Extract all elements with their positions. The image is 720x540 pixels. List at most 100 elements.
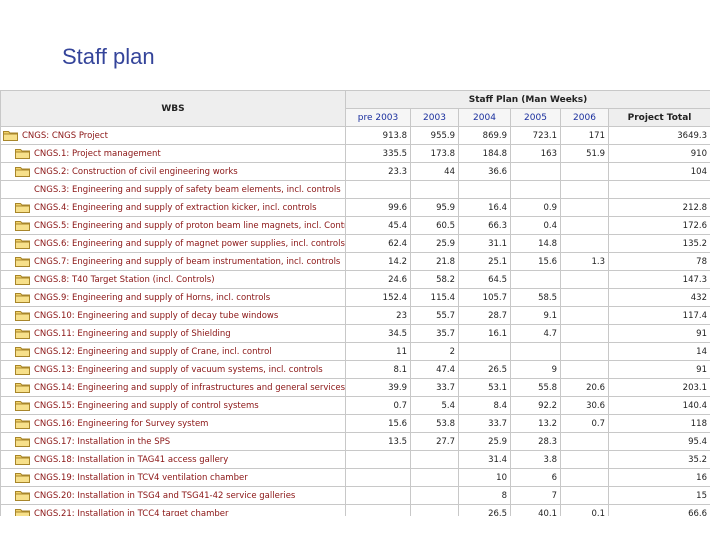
wbs-label: CNGS.5: Engineering and supply of proton… — [34, 221, 346, 231]
wbs-label: CNGS.12: Engineering and supply of Crane… — [34, 347, 272, 357]
value-cell: 99.6 — [345, 198, 411, 217]
value-cell — [608, 180, 710, 199]
table-row: CNGS.21: Installation in TCC4 target cha… — [0, 504, 710, 516]
wbs-label: CNGS.19: Installation in TCV4 ventilatio… — [34, 473, 248, 483]
value-cell: 30.6 — [560, 396, 609, 415]
value-cell: 203.1 — [608, 378, 710, 397]
wbs-label: CNGS.13: Engineering and supply of vacuu… — [34, 365, 323, 375]
value-cell: 14 — [608, 342, 710, 361]
value-cell: 104 — [608, 162, 710, 181]
value-cell: 8.4 — [458, 396, 511, 415]
wbs-cell: CNGS: CNGS Project — [0, 126, 346, 145]
table-row: CNGS.7: Engineering and supply of beam i… — [0, 252, 710, 271]
value-cell: 47.4 — [410, 360, 459, 379]
value-cell — [560, 306, 609, 325]
table-row: CNGS.13: Engineering and supply of vacuu… — [0, 360, 710, 379]
value-cell: 2 — [410, 342, 459, 361]
value-cell: 33.7 — [458, 414, 511, 433]
value-cell: 184.8 — [458, 144, 511, 163]
value-cell: 27.7 — [410, 432, 459, 451]
value-cell: 53.8 — [410, 414, 459, 433]
value-cell: 64.5 — [458, 270, 511, 289]
value-cell — [410, 450, 459, 469]
value-cell: 8.1 — [345, 360, 411, 379]
value-cell: 35.2 — [608, 450, 710, 469]
wbs-label: CNGS.18: Installation in TAG41 access ga… — [34, 455, 229, 465]
value-cell: 25.1 — [458, 252, 511, 271]
wbs-label: CNGS.1: Project management — [34, 149, 161, 159]
value-cell: 212.8 — [608, 198, 710, 217]
value-cell — [560, 450, 609, 469]
wbs-cell: CNGS.8: T40 Target Station (incl. Contro… — [0, 270, 346, 289]
staff-table: WBS Staff Plan (Man Weeks) pre 2003 2003 2… — [0, 90, 710, 516]
wbs-cell: CNGS.10: Engineering and supply of decay… — [0, 306, 346, 325]
wbs-label: CNGS.10: Engineering and supply of decay… — [34, 311, 279, 321]
value-cell: 40.1 — [510, 504, 561, 516]
wbs-label: CNGS.16: Engineering for Survey system — [34, 419, 209, 429]
value-cell: 11 — [345, 342, 411, 361]
value-cell: 955.9 — [410, 126, 459, 145]
value-cell: 16.4 — [458, 198, 511, 217]
value-cell: 117.4 — [608, 306, 710, 325]
value-cell: 14.8 — [510, 234, 561, 253]
value-cell: 118 — [608, 414, 710, 433]
column-header: 2005 — [510, 108, 561, 127]
value-cell — [510, 180, 561, 199]
value-cell: 55.7 — [410, 306, 459, 325]
value-cell: 66.3 — [458, 216, 511, 235]
value-cell — [560, 288, 609, 307]
value-cell: 92.2 — [510, 396, 561, 415]
wbs-header: WBS — [0, 90, 346, 127]
value-cell: 140.4 — [608, 396, 710, 415]
value-cell — [410, 504, 459, 516]
value-cell — [345, 504, 411, 516]
value-cell: 26.5 — [458, 504, 511, 516]
wbs-label: CNGS.4: Engineering and supply of extrac… — [34, 203, 317, 213]
value-cell — [510, 162, 561, 181]
value-cell: 432 — [608, 288, 710, 307]
value-cell: 31.4 — [458, 450, 511, 469]
value-cell: 91 — [608, 324, 710, 343]
wbs-label: CNGS.9: Engineering and supply of Horns,… — [34, 293, 271, 303]
wbs-label: CNGS.17: Installation in the SPS — [34, 437, 171, 447]
value-cell: 95.9 — [410, 198, 459, 217]
value-cell: 8 — [458, 486, 511, 505]
value-cell: 34.5 — [345, 324, 411, 343]
wbs-label: CNGS.3: Engineering and supply of safety… — [34, 184, 341, 195]
wbs-cell: CNGS.15: Engineering and supply of contr… — [0, 396, 346, 415]
value-cell — [345, 180, 411, 199]
column-header: pre 2003 — [345, 108, 411, 127]
value-cell: 4.7 — [510, 324, 561, 343]
value-cell: 45.4 — [345, 216, 411, 235]
value-cell: 16 — [608, 468, 710, 487]
value-cell: 913.8 — [345, 126, 411, 145]
value-cell: 0.4 — [510, 216, 561, 235]
value-cell: 36.6 — [458, 162, 511, 181]
table-row: CNGS.9: Engineering and supply of Horns,… — [0, 288, 710, 307]
value-cell: 0.9 — [510, 198, 561, 217]
value-cell: 23 — [345, 306, 411, 325]
table-row: CNGS.2: Construction of civil engineerin… — [0, 162, 710, 181]
value-cell: 152.4 — [345, 288, 411, 307]
wbs-cell: CNGS.18: Installation in TAG41 access ga… — [0, 450, 346, 469]
table-body: CNGS: CNGS Project 913.8 955.9 869.9 723.1 17… — [0, 126, 710, 516]
value-cell: 66.6 — [608, 504, 710, 516]
value-cell: 171 — [560, 126, 609, 145]
value-cell — [560, 432, 609, 451]
wbs-label: CNGS.20: Installation in TSG4 and TSG41-… — [34, 491, 296, 501]
value-cell — [510, 342, 561, 361]
header-row: WBS Staff Plan (Man Weeks) — [0, 90, 710, 127]
wbs-cell: CNGS.19: Installation in TCV4 ventilatio… — [0, 468, 346, 487]
value-cell: 24.6 — [345, 270, 411, 289]
value-cell: 14.2 — [345, 252, 411, 271]
value-cell: 44 — [410, 162, 459, 181]
value-cell: 78 — [608, 252, 710, 271]
value-cell: 147.3 — [608, 270, 710, 289]
value-cell: 26.5 — [458, 360, 511, 379]
wbs-cell: CNGS.16: Engineering for Survey system — [0, 414, 346, 433]
value-cell — [410, 486, 459, 505]
value-cell — [560, 324, 609, 343]
wbs-label: CNGS.14: Engineering and supply of infra… — [34, 383, 346, 393]
value-cell: 16.1 — [458, 324, 511, 343]
column-header: 2006 — [560, 108, 609, 127]
